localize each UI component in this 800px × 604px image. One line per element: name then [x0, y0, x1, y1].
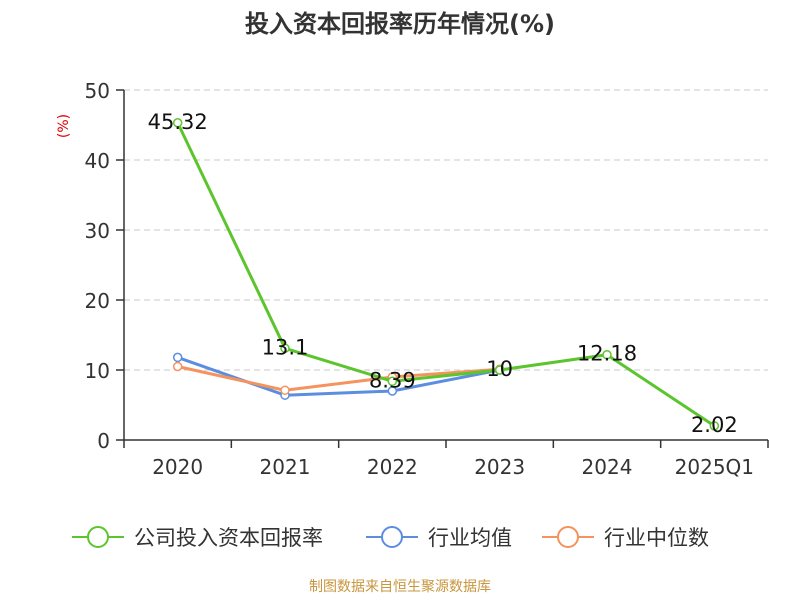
chart-title: 投入资本回报率历年情况(%) [245, 10, 555, 38]
data-label: 13.1 [262, 335, 309, 359]
data-point [709, 421, 720, 431]
x-tick-label: 2021 [260, 455, 311, 479]
data-point [280, 385, 290, 396]
legend-label: 行业中位数 [604, 526, 709, 550]
data-point [494, 365, 505, 375]
legend-item: 公司投入资本回报率 [72, 526, 323, 550]
legend-label: 行业均值 [428, 526, 512, 550]
x-tick-label: 2023 [474, 455, 525, 479]
y-tick-label: 0 [97, 429, 110, 453]
y-tick-label: 30 [85, 219, 110, 243]
y-axis-unit-label: (%) [56, 114, 72, 138]
y-tick-label: 20 [85, 289, 110, 313]
legend-item: 行业中位数 [542, 526, 709, 550]
data-point [172, 361, 183, 372]
grid-lines [124, 89, 768, 371]
legend-swatch-marker [557, 526, 579, 548]
legend-label: 公司投入资本回报率 [134, 526, 323, 550]
legend-swatch-marker [381, 526, 403, 548]
source-note: 制图数据来自恒生聚源数据库 [309, 579, 491, 595]
data-point [280, 343, 290, 354]
x-tick-label: 2025Q1 [675, 455, 754, 479]
data-point [172, 118, 183, 128]
data-labels: 45.32 13.1 8.39 10 12.18 2.02 [148, 110, 738, 437]
y-tick-label: 40 [85, 149, 110, 173]
data-point [387, 386, 398, 396]
y-tick-label: 50 [85, 79, 110, 103]
data-label: 8.39 [369, 368, 416, 392]
y-tick-label: 10 [85, 359, 110, 383]
x-tick-label: 2020 [152, 455, 203, 479]
data-label: 2.02 [691, 413, 738, 437]
legend-swatch-marker [87, 526, 109, 548]
data-point [602, 349, 612, 360]
series-line-1 [177, 355, 500, 397]
data-label: 45.32 [148, 110, 208, 134]
data-label: 12.18 [577, 342, 637, 366]
legend-item: 行业均值 [366, 526, 512, 550]
x-tick-label: 2024 [582, 455, 633, 479]
x-tick-label: 2022 [367, 455, 418, 479]
data-point [387, 376, 398, 387]
series-line-2 [177, 365, 500, 392]
series-line-0 [176, 122, 716, 428]
series-lines [172, 118, 720, 431]
axes: 0 10 20 30 40 50 2020 2021 2022 2023 2024 2025Q1 [85, 79, 769, 479]
legend: 公司投入资本回报率 行业均值 行业中位数 [72, 526, 709, 550]
data-label: 10 [486, 357, 513, 381]
data-point [172, 352, 183, 363]
